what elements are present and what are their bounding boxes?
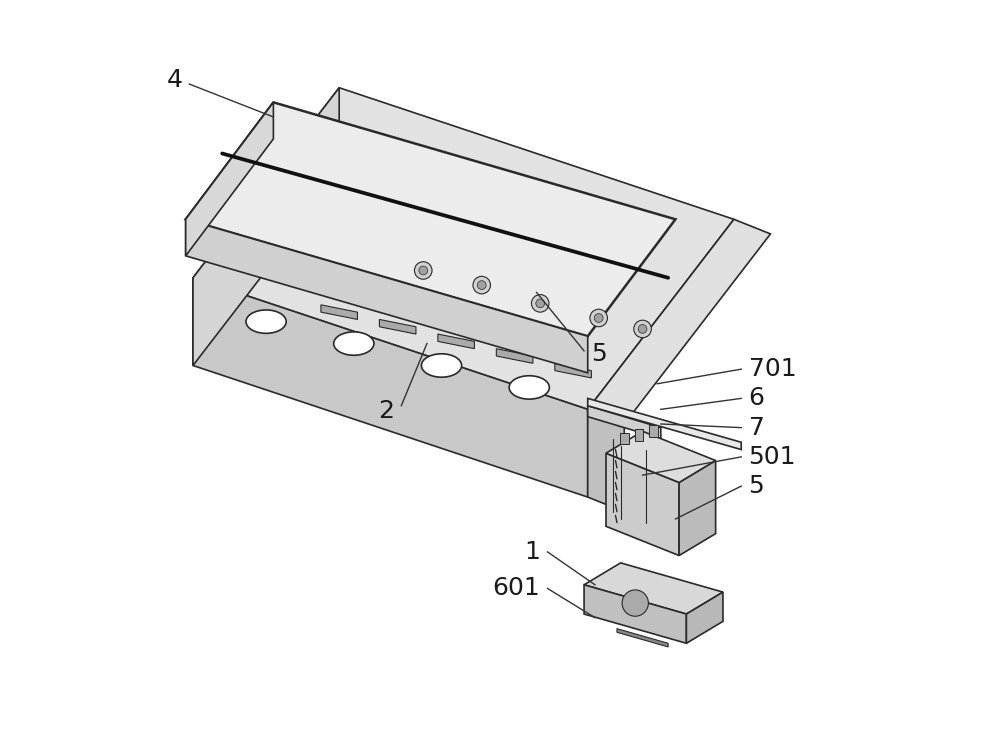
Polygon shape	[606, 453, 679, 556]
Polygon shape	[193, 278, 588, 497]
Text: 5: 5	[749, 474, 764, 498]
Text: 7: 7	[749, 416, 764, 439]
Text: 5: 5	[591, 342, 607, 366]
Text: 4: 4	[167, 69, 183, 92]
Polygon shape	[379, 319, 416, 334]
Polygon shape	[193, 88, 339, 366]
Polygon shape	[617, 629, 668, 647]
Text: 501: 501	[749, 445, 796, 469]
Polygon shape	[584, 585, 686, 643]
Circle shape	[531, 295, 549, 312]
Circle shape	[414, 262, 432, 279]
Polygon shape	[186, 102, 675, 336]
Circle shape	[594, 314, 603, 322]
Polygon shape	[606, 431, 716, 482]
Circle shape	[622, 590, 648, 616]
Circle shape	[473, 276, 490, 294]
Bar	[635, 429, 643, 441]
Polygon shape	[193, 88, 734, 409]
Text: 2: 2	[378, 399, 394, 423]
Circle shape	[536, 299, 545, 308]
Circle shape	[638, 325, 647, 333]
Text: 701: 701	[749, 357, 796, 381]
Polygon shape	[186, 219, 588, 373]
Polygon shape	[438, 334, 474, 349]
Ellipse shape	[421, 354, 462, 377]
Polygon shape	[186, 102, 273, 256]
Polygon shape	[555, 363, 591, 378]
Bar	[649, 425, 658, 437]
Polygon shape	[588, 406, 661, 439]
Polygon shape	[588, 398, 741, 450]
Polygon shape	[686, 592, 723, 643]
Bar	[620, 433, 629, 444]
Ellipse shape	[246, 310, 286, 333]
Text: 601: 601	[492, 577, 540, 600]
Circle shape	[419, 266, 428, 275]
Ellipse shape	[334, 332, 374, 355]
Polygon shape	[584, 563, 723, 614]
Ellipse shape	[509, 376, 549, 399]
Polygon shape	[321, 305, 357, 319]
Circle shape	[590, 309, 607, 327]
Polygon shape	[588, 219, 770, 424]
Text: 1: 1	[524, 540, 540, 564]
Polygon shape	[679, 461, 716, 556]
Text: 6: 6	[749, 387, 765, 410]
Polygon shape	[496, 349, 533, 363]
Circle shape	[634, 320, 651, 338]
Polygon shape	[588, 409, 624, 512]
Circle shape	[477, 281, 486, 289]
